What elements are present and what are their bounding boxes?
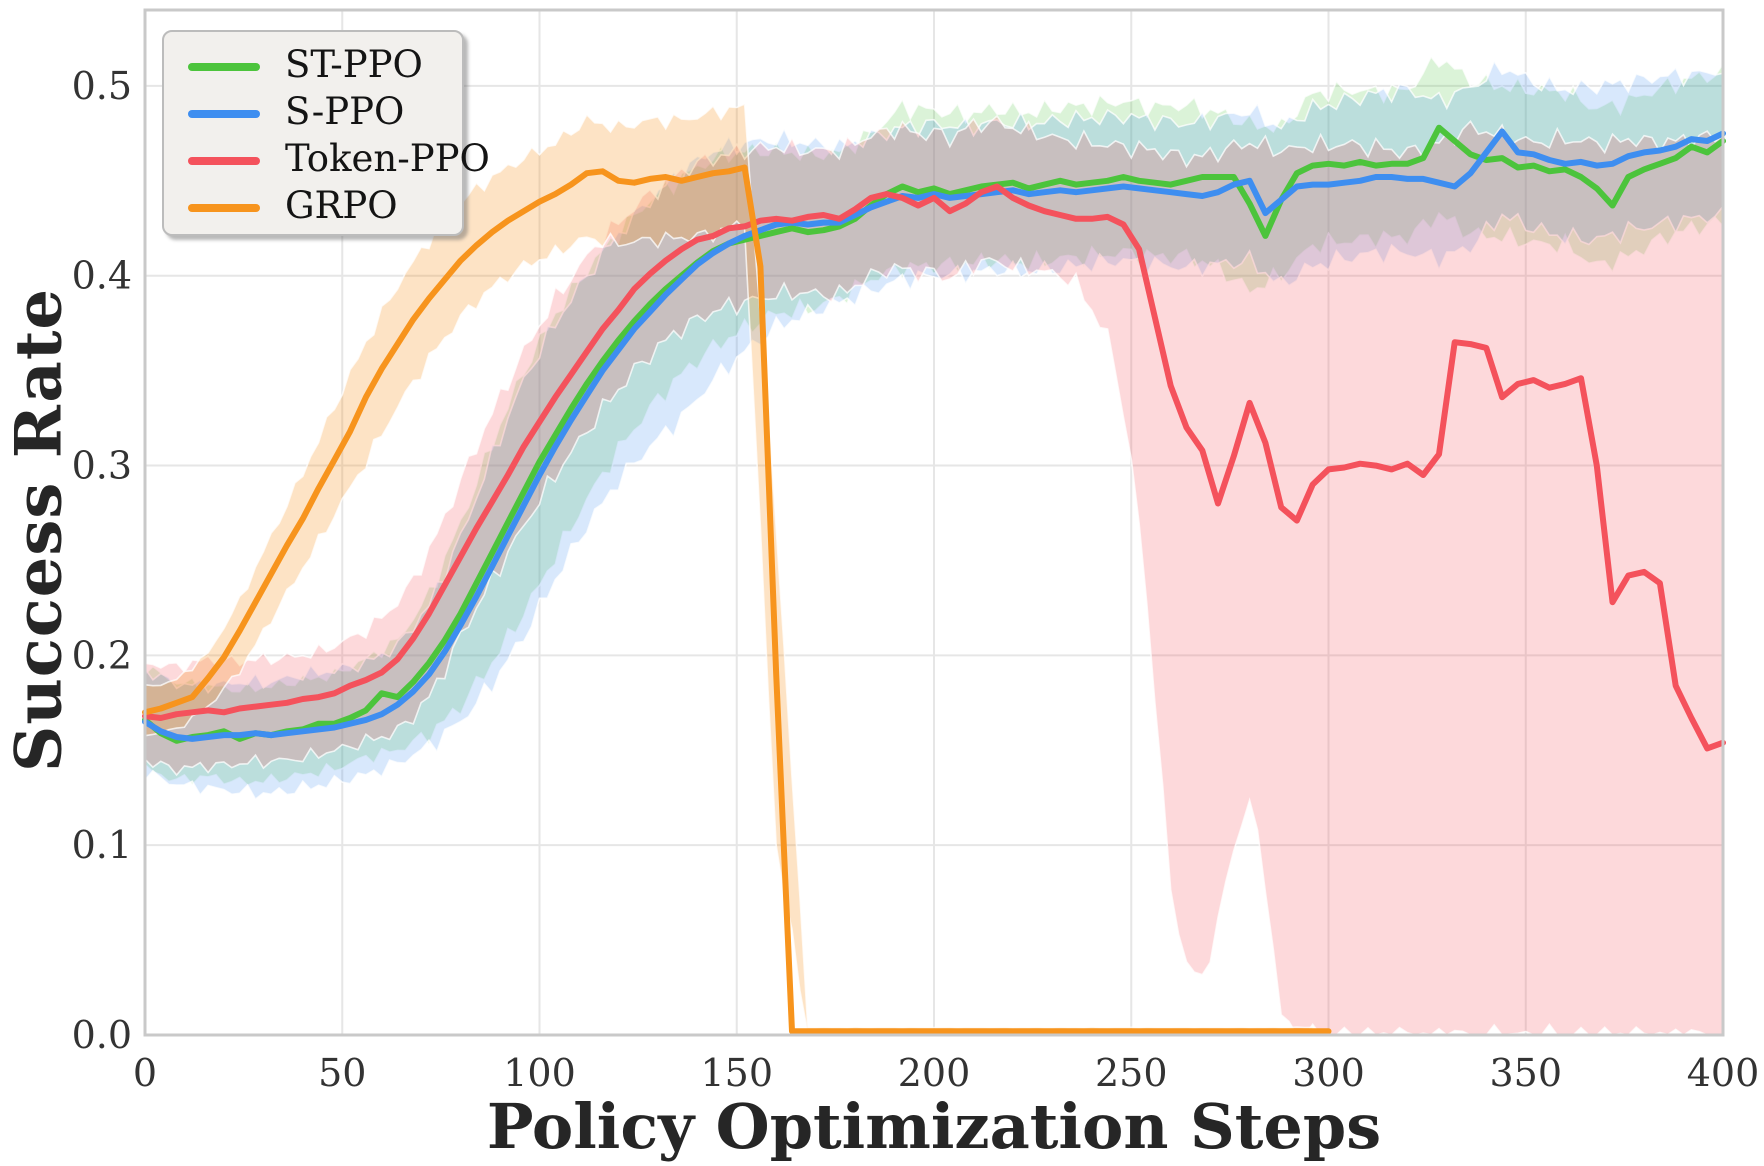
series-line-grpo xyxy=(142,164,1332,1035)
y-tick-label: 0.0 xyxy=(72,1013,132,1057)
legend-line-swatch-st-ppo xyxy=(188,62,260,71)
legend: ST-PPO S-PPO Token-PPO GRPO xyxy=(162,30,490,236)
x-tick-label: 50 xyxy=(318,1051,366,1095)
x-tick-label: 300 xyxy=(1292,1051,1365,1095)
legend-line-swatch-grpo xyxy=(188,203,260,212)
y-tick-label: 0.5 xyxy=(72,64,132,108)
series-line-token-ppo xyxy=(142,183,1726,752)
plot-border xyxy=(143,8,1725,1037)
x-tick-label: 250 xyxy=(1095,1051,1168,1095)
legend-item-grpo: GRPO xyxy=(188,184,462,231)
legend-label-token-ppo: Token-PPO xyxy=(285,137,490,180)
y-tick-label: 0.3 xyxy=(72,444,132,488)
x-tick-label: 150 xyxy=(700,1051,773,1095)
y-tick-label: 0.1 xyxy=(72,823,132,867)
y-tick-label: 0.2 xyxy=(72,633,132,677)
x-axis-label: Policy Optimization Steps xyxy=(486,1090,1382,1163)
legend-item-st-ppo: ST-PPO xyxy=(188,43,462,90)
x-tick-label: 200 xyxy=(898,1051,971,1095)
x-tick-label: 0 xyxy=(133,1051,157,1095)
legend-item-token-ppo: Token-PPO xyxy=(188,137,490,184)
legend-line-swatch-token-ppo xyxy=(188,156,260,165)
x-tick-label: 100 xyxy=(503,1051,576,1095)
series-line-s-ppo xyxy=(142,128,1726,742)
legend-item-s-ppo: S-PPO xyxy=(188,90,462,137)
legend-label-s-ppo: S-PPO xyxy=(285,90,405,133)
y-tick-label: 0.4 xyxy=(72,254,132,298)
series-band-grpo xyxy=(144,102,1314,1035)
legend-label-st-ppo: ST-PPO xyxy=(285,43,423,86)
x-tick-label: 350 xyxy=(1489,1051,1562,1095)
y-axis-label: Success Rate xyxy=(1,287,77,773)
legend-label-grpo: GRPO xyxy=(285,184,398,227)
series-line-st-ppo xyxy=(142,124,1726,744)
x-tick-label: 400 xyxy=(1687,1051,1760,1095)
legend-line-swatch-s-ppo xyxy=(188,109,260,118)
